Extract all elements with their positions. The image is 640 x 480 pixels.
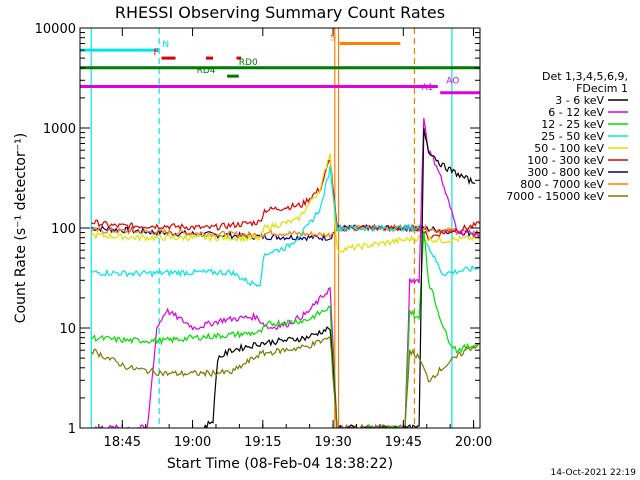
y-tick-label-0: 1	[68, 422, 76, 437]
flag-label-A1: A1	[421, 83, 433, 93]
legend-header-0: Det 1,3,4,5,6,9,	[542, 70, 628, 83]
series-line-6	[91, 230, 480, 428]
x-tick-label-1: 19:00	[174, 435, 211, 450]
series-line-2	[90, 159, 480, 242]
legend-entry-label-5: 100 - 300 keV	[527, 154, 604, 167]
x-tick-label-0: 18:45	[104, 435, 141, 450]
y-axis-label: Count Rate (s⁻¹ detector⁻¹)	[13, 133, 29, 323]
series-line-3	[90, 153, 480, 254]
series-line-4	[90, 165, 480, 288]
legend-entry-label-1: 6 - 12 keV	[548, 106, 604, 119]
x-tick-label-5: 20:00	[455, 435, 492, 450]
x-tick-label-2: 19:15	[244, 435, 281, 450]
legend-entry-label-7: 800 - 7000 keV	[520, 178, 604, 191]
flag-label-F: F	[154, 48, 159, 58]
x-tick-label-4: 19:45	[385, 435, 422, 450]
series-line-1	[90, 223, 480, 240]
y-tick-label-1: 10	[59, 322, 76, 337]
series-line-8	[90, 336, 480, 428]
y-tick-label-4: 10000	[35, 22, 76, 37]
y-tick-label-2: 100	[51, 222, 76, 237]
flag-label-AO: AO	[446, 77, 459, 87]
flag-label-S: S	[330, 33, 336, 43]
x-axis-label: Start Time (08-Feb-04 18:38:22)	[167, 456, 393, 472]
legend-entry-label-8: 7000 - 15000 keV	[506, 190, 604, 203]
legend-entry-label-0: 3 - 6 keV	[555, 94, 604, 107]
chart-title: RHESSI Observing Summary Count Rates	[115, 3, 445, 22]
x-axis: 18:45 19:00 19:15 19:30 19:45 20:00	[98, 28, 492, 450]
legend-header-1: FDecim 1	[576, 82, 628, 95]
legend-entry-label-3: 25 - 50 keV	[541, 130, 604, 143]
x-tick-label-3: 19:30	[314, 435, 351, 450]
series-line-7	[203, 127, 476, 428]
legend-entry-label-6: 300 - 800 keV	[527, 166, 604, 179]
legend-entry-label-2: 12 - 25 keV	[541, 118, 604, 131]
timestamp-footer: 14-Oct-2021 22:19	[551, 468, 637, 478]
flag-label-RD0: RD0	[239, 58, 258, 68]
legend-entry-label-4: 50 - 100 keV	[534, 142, 604, 155]
series-line-5	[94, 118, 480, 428]
y-axis: 1 10 100 1000 10000	[35, 22, 480, 437]
flag-label-N: N	[162, 40, 169, 50]
y-tick-label-3: 1000	[43, 122, 76, 137]
flag-label-RD4: RD4	[197, 66, 216, 76]
